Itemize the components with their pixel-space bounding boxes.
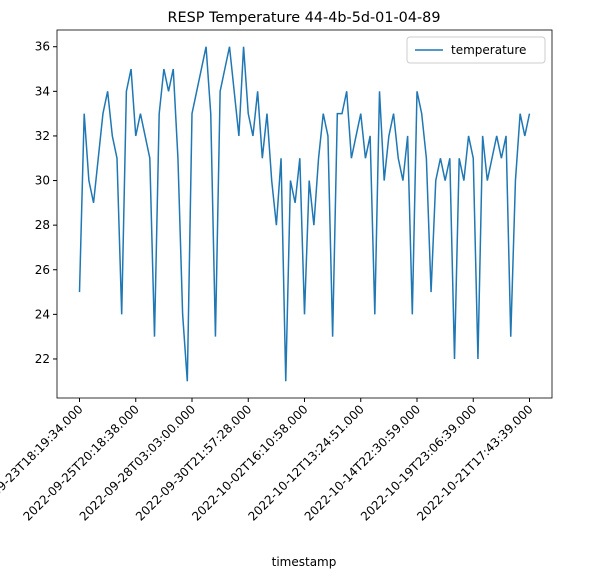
x-tick-label: 2022-10-12T13:24:51.000 — [245, 402, 366, 523]
x-axis-label: timestamp — [272, 555, 337, 569]
x-tick-label: 2022-09-25T20:18:38.000 — [20, 402, 141, 523]
x-tick-label: 2022-09-28T03:03:00.000 — [77, 402, 198, 523]
x-tick-label: 2022-10-21T17:43:39.000 — [414, 402, 535, 523]
legend: temperature — [406, 36, 546, 64]
plot-frame — [56, 29, 553, 399]
y-tick-label: 34 — [35, 84, 50, 98]
x-tick-label: 2022-09-30T21:57:28.000 — [133, 402, 254, 523]
y-tick-label: 32 — [35, 129, 50, 143]
y-tick-label: 26 — [35, 263, 50, 277]
y-tick-label: 24 — [35, 307, 50, 321]
legend-box — [406, 36, 546, 64]
y-tick-label: 30 — [35, 174, 50, 188]
x-tick-label: 2022-10-19T23:06:39.000 — [358, 402, 479, 523]
chart-title: RESP Temperature 44-4b-5d-01-04-89 — [168, 10, 441, 26]
data-line — [78, 46, 531, 382]
y-tick-label: 28 — [35, 218, 50, 232]
y-tick-label: 36 — [35, 40, 50, 54]
legend-label: temperature — [451, 43, 526, 57]
x-tick-label: 2022-10-14T22:30:59.000 — [302, 402, 423, 523]
y-tick-label: 22 — [35, 352, 50, 366]
x-tick-label: 2022-10-02T16:10:58.000 — [189, 402, 310, 523]
